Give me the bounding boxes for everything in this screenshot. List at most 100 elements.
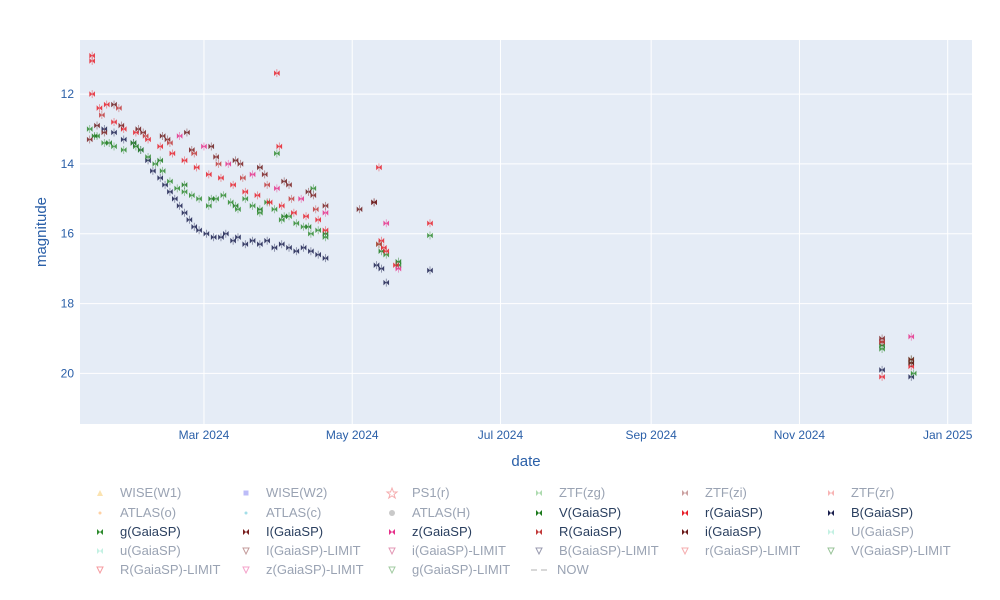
legend-item[interactable]: I(GaiaSP)-LIMIT — [242, 543, 361, 558]
legend-label: I(GaiaSP) — [266, 524, 323, 539]
data-point — [286, 244, 292, 251]
series-r-gaiasp- — [99, 104, 885, 346]
legend-item[interactable]: ZTF(zi) — [682, 485, 747, 500]
legend-label: ATLAS(o) — [120, 505, 176, 520]
data-point — [879, 367, 885, 373]
legend-label: ZTF(zg) — [559, 485, 605, 500]
data-point — [288, 196, 295, 202]
data-point — [308, 248, 314, 254]
legend-item[interactable]: ZTF(zg) — [536, 485, 605, 500]
legend-label: ZTF(zr) — [851, 485, 894, 500]
plot-background — [80, 40, 972, 424]
data-point — [278, 241, 285, 248]
legend-item[interactable]: B(GaiaSP)-LIMIT — [535, 543, 659, 558]
legend-marker — [681, 547, 689, 556]
data-point — [249, 171, 256, 178]
legend-item[interactable]: PS1(r) — [385, 485, 450, 500]
legend-item[interactable]: r(GaiaSP) — [682, 505, 763, 520]
legend-item[interactable]: ATLAS(H) — [389, 505, 470, 520]
legend-marker — [828, 490, 834, 496]
data-point — [208, 143, 215, 150]
legend-item[interactable]: R(GaiaSP) — [536, 524, 622, 539]
y-tick-label: 18 — [61, 297, 75, 311]
data-point — [274, 150, 280, 157]
data-point — [186, 216, 193, 223]
data-point — [281, 213, 287, 220]
legend-item[interactable]: g(GaiaSP) — [97, 524, 181, 539]
data-point — [393, 262, 399, 268]
y-axis-ticks: 12 14 16 18 20 — [61, 87, 75, 380]
data-point — [184, 129, 190, 136]
legend-item[interactable]: I(GaiaSP) — [243, 524, 323, 539]
data-point — [908, 363, 915, 370]
legend-item[interactable]: ZTF(zr) — [828, 485, 894, 500]
legend-item[interactable]: z(GaiaSP)-LIMIT — [242, 562, 364, 577]
data-point — [291, 210, 297, 216]
legend-item[interactable]: ATLAS(c) — [244, 505, 322, 520]
legend-marker — [536, 529, 542, 535]
data-point — [264, 237, 270, 244]
legend-marker — [389, 529, 395, 535]
legend-label: g(GaiaSP)-LIMIT — [412, 562, 510, 577]
data-point — [312, 206, 319, 213]
data-point — [196, 196, 202, 202]
data-point — [133, 143, 139, 150]
legend-item[interactable]: u(GaiaSP) — [97, 543, 181, 558]
legend-item[interactable]: NOW — [531, 562, 590, 577]
data-point — [274, 185, 280, 192]
data-point — [278, 203, 285, 209]
data-point — [879, 339, 885, 345]
data-point — [237, 161, 244, 167]
legend-item[interactable]: R(GaiaSP)-LIMIT — [96, 562, 220, 577]
data-point — [106, 140, 112, 146]
data-point — [303, 213, 309, 220]
legend-item[interactable]: z(GaiaSP) — [389, 524, 472, 539]
legend-item[interactable]: g(GaiaSP)-LIMIT — [388, 562, 510, 577]
series-g-gaiasp- — [86, 125, 917, 378]
legend-item[interactable]: WISE(W1) — [97, 485, 181, 500]
data-point — [101, 129, 108, 136]
data-point — [99, 112, 105, 118]
data-point — [193, 164, 200, 171]
data-point — [257, 241, 263, 248]
data-point — [322, 210, 329, 216]
data-point — [181, 182, 188, 188]
data-point — [232, 203, 239, 209]
data-point — [111, 129, 117, 136]
data-point — [305, 189, 312, 195]
legend-item[interactable]: ATLAS(o) — [98, 505, 177, 520]
legend-item[interactable]: V(GaiaSP)-LIMIT — [827, 543, 951, 558]
legend-item[interactable]: i(GaiaSP) — [682, 524, 761, 539]
legend-marker — [682, 529, 688, 535]
data-point — [242, 241, 249, 248]
y-tick-label: 14 — [61, 157, 75, 171]
data-point — [206, 203, 212, 209]
legend-label: WISE(W1) — [120, 485, 181, 500]
legend-label: z(GaiaSP)-LIMIT — [266, 562, 364, 577]
data-point — [120, 136, 127, 143]
data-point — [310, 185, 317, 192]
legend-item[interactable]: B(GaiaSP) — [828, 505, 913, 520]
data-point — [240, 175, 246, 181]
legend-label: ZTF(zi) — [705, 485, 747, 500]
data-point — [293, 248, 300, 254]
x-axis-ticks: Mar 2024 May 2024 Jul 2024 Sep 2024 Nov 2024… — [179, 428, 973, 442]
data-point — [376, 164, 382, 171]
data-point — [281, 178, 287, 185]
data-point — [167, 140, 173, 146]
legend-item[interactable]: r(GaiaSP)-LIMIT — [681, 543, 800, 558]
legend-item[interactable]: V(GaiaSP) — [536, 505, 621, 520]
data-point — [254, 192, 261, 199]
legend-item[interactable]: WISE(W2) — [243, 485, 328, 500]
data-point — [111, 119, 117, 125]
legend-label: u(GaiaSP) — [120, 543, 181, 558]
legend-item[interactable]: i(GaiaSP)-LIMIT — [388, 543, 506, 558]
data-point — [96, 105, 103, 111]
legend-item[interactable]: U(GaiaSP) — [828, 524, 914, 539]
legend-marker — [243, 529, 249, 535]
data-point — [276, 143, 283, 150]
data-point — [227, 199, 234, 206]
legend-label: i(GaiaSP)-LIMIT — [412, 543, 506, 558]
legend: WISE(W1) WISE(W2) PS1(r) ZTF(zg) ZTF(zi) ZTF(… — [96, 485, 951, 577]
x-tick-label: Jul 2024 — [478, 428, 524, 442]
